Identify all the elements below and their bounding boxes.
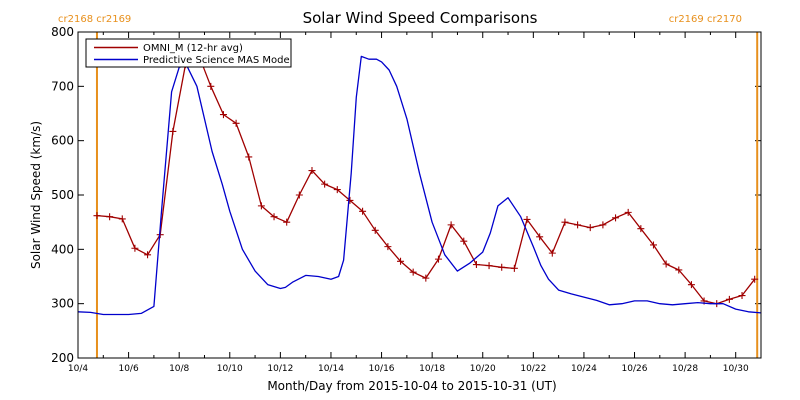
data-point-omni xyxy=(397,257,405,265)
data-point-omni xyxy=(321,180,329,188)
chart-title: Solar Wind Speed Comparisons xyxy=(303,9,538,27)
data-point-omni xyxy=(447,221,455,229)
data-point-omni xyxy=(662,260,670,268)
x-tick-label: 10/4 xyxy=(68,364,88,374)
data-point-omni xyxy=(548,249,556,257)
data-point-omni xyxy=(245,153,253,161)
data-point-omni xyxy=(751,275,759,283)
data-point-omni xyxy=(232,119,240,127)
data-point-omni xyxy=(675,266,683,274)
legend-label-mas: Predictive Science MAS Model xyxy=(143,55,292,66)
plot-frame xyxy=(77,31,762,359)
carrington-label-right: cr2169 cr2170 xyxy=(669,14,742,25)
data-point-omni xyxy=(561,218,569,226)
data-point-omni xyxy=(498,263,506,271)
series-line-mas xyxy=(77,55,762,316)
data-point-omni xyxy=(359,207,367,215)
y-axis-label: Solar Wind Speed (km/s) xyxy=(29,121,43,269)
data-point-omni xyxy=(169,127,177,135)
data-point-omni xyxy=(207,82,215,90)
data-point-omni xyxy=(649,241,657,249)
x-tick-label: 10/26 xyxy=(622,364,648,374)
data-point-omni xyxy=(93,212,101,220)
data-point-omni xyxy=(144,251,152,259)
data-point-omni xyxy=(409,268,417,276)
x-axis-label: Month/Day from 2015-10-04 to 2015-10-31 … xyxy=(267,379,556,393)
data-point-omni xyxy=(586,224,594,232)
data-point-omni xyxy=(219,111,227,119)
x-tick-label: 10/14 xyxy=(318,364,344,374)
data-point-omni xyxy=(460,237,468,245)
data-point-omni xyxy=(523,215,531,223)
y-tick-label: 600 xyxy=(51,134,74,148)
data-point-omni xyxy=(687,281,695,289)
data-point-omni xyxy=(472,261,480,269)
x-tick-label: 10/8 xyxy=(169,364,189,374)
data-point-omni xyxy=(257,202,265,210)
x-tick-label: 10/28 xyxy=(672,364,698,374)
data-point-omni xyxy=(624,208,632,216)
x-tick-label: 10/30 xyxy=(723,364,749,374)
data-point-omni xyxy=(308,167,316,175)
data-point-omni xyxy=(371,226,379,234)
y-tick-label: 800 xyxy=(51,25,74,39)
x-tick-label: 10/12 xyxy=(267,364,293,374)
y-tick-label: 500 xyxy=(51,188,74,202)
data-point-omni xyxy=(738,292,746,300)
y-tick-label: 300 xyxy=(51,297,74,311)
data-point-omni xyxy=(485,262,493,270)
x-tick-label: 10/22 xyxy=(520,364,546,374)
x-tick-label: 10/20 xyxy=(470,364,496,374)
legend-box xyxy=(85,38,292,68)
data-point-omni xyxy=(574,221,582,229)
data-point-omni xyxy=(637,225,645,233)
data-point-omni xyxy=(599,221,607,229)
data-point-omni xyxy=(612,214,620,222)
data-point-omni xyxy=(295,191,303,199)
data-point-omni xyxy=(270,213,278,221)
legend-label-omni: OMNI_M (12-hr avg) xyxy=(143,43,243,54)
data-point-omni xyxy=(434,255,442,263)
y-tick-label: 700 xyxy=(51,79,74,93)
legend: OMNI_M (12-hr avg) Predictive Science MA… xyxy=(85,38,292,68)
x-tick-label: 10/6 xyxy=(118,364,138,374)
data-point-omni xyxy=(106,213,114,221)
data-point-omni xyxy=(333,186,341,194)
x-tick-label: 10/16 xyxy=(369,364,395,374)
data-point-omni xyxy=(283,218,291,226)
carrington-label-left: cr2168 cr2169 xyxy=(58,14,131,25)
plot-area: 200 300 400 500 600 700 800 10/4 10/6 10/8 10/10 10… xyxy=(51,25,762,374)
x-tick-label: 10/18 xyxy=(419,364,445,374)
data-point-omni xyxy=(346,196,354,204)
y-tick-label: 200 xyxy=(51,351,74,365)
data-point-omni xyxy=(422,274,430,282)
data-point-omni xyxy=(118,215,126,223)
data-point-omni xyxy=(131,244,139,252)
data-point-omni xyxy=(384,243,392,251)
x-tick-label: 10/24 xyxy=(571,364,597,374)
x-tick-label: 10/10 xyxy=(217,364,243,374)
data-point-omni xyxy=(725,295,733,303)
y-tick-label: 400 xyxy=(51,242,74,256)
data-point-omni xyxy=(536,233,544,241)
data-point-omni xyxy=(510,264,518,272)
